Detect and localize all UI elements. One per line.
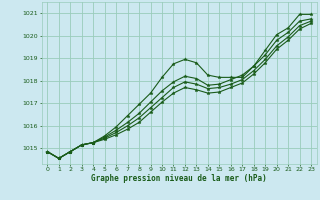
X-axis label: Graphe pression niveau de la mer (hPa): Graphe pression niveau de la mer (hPa)	[91, 174, 267, 183]
